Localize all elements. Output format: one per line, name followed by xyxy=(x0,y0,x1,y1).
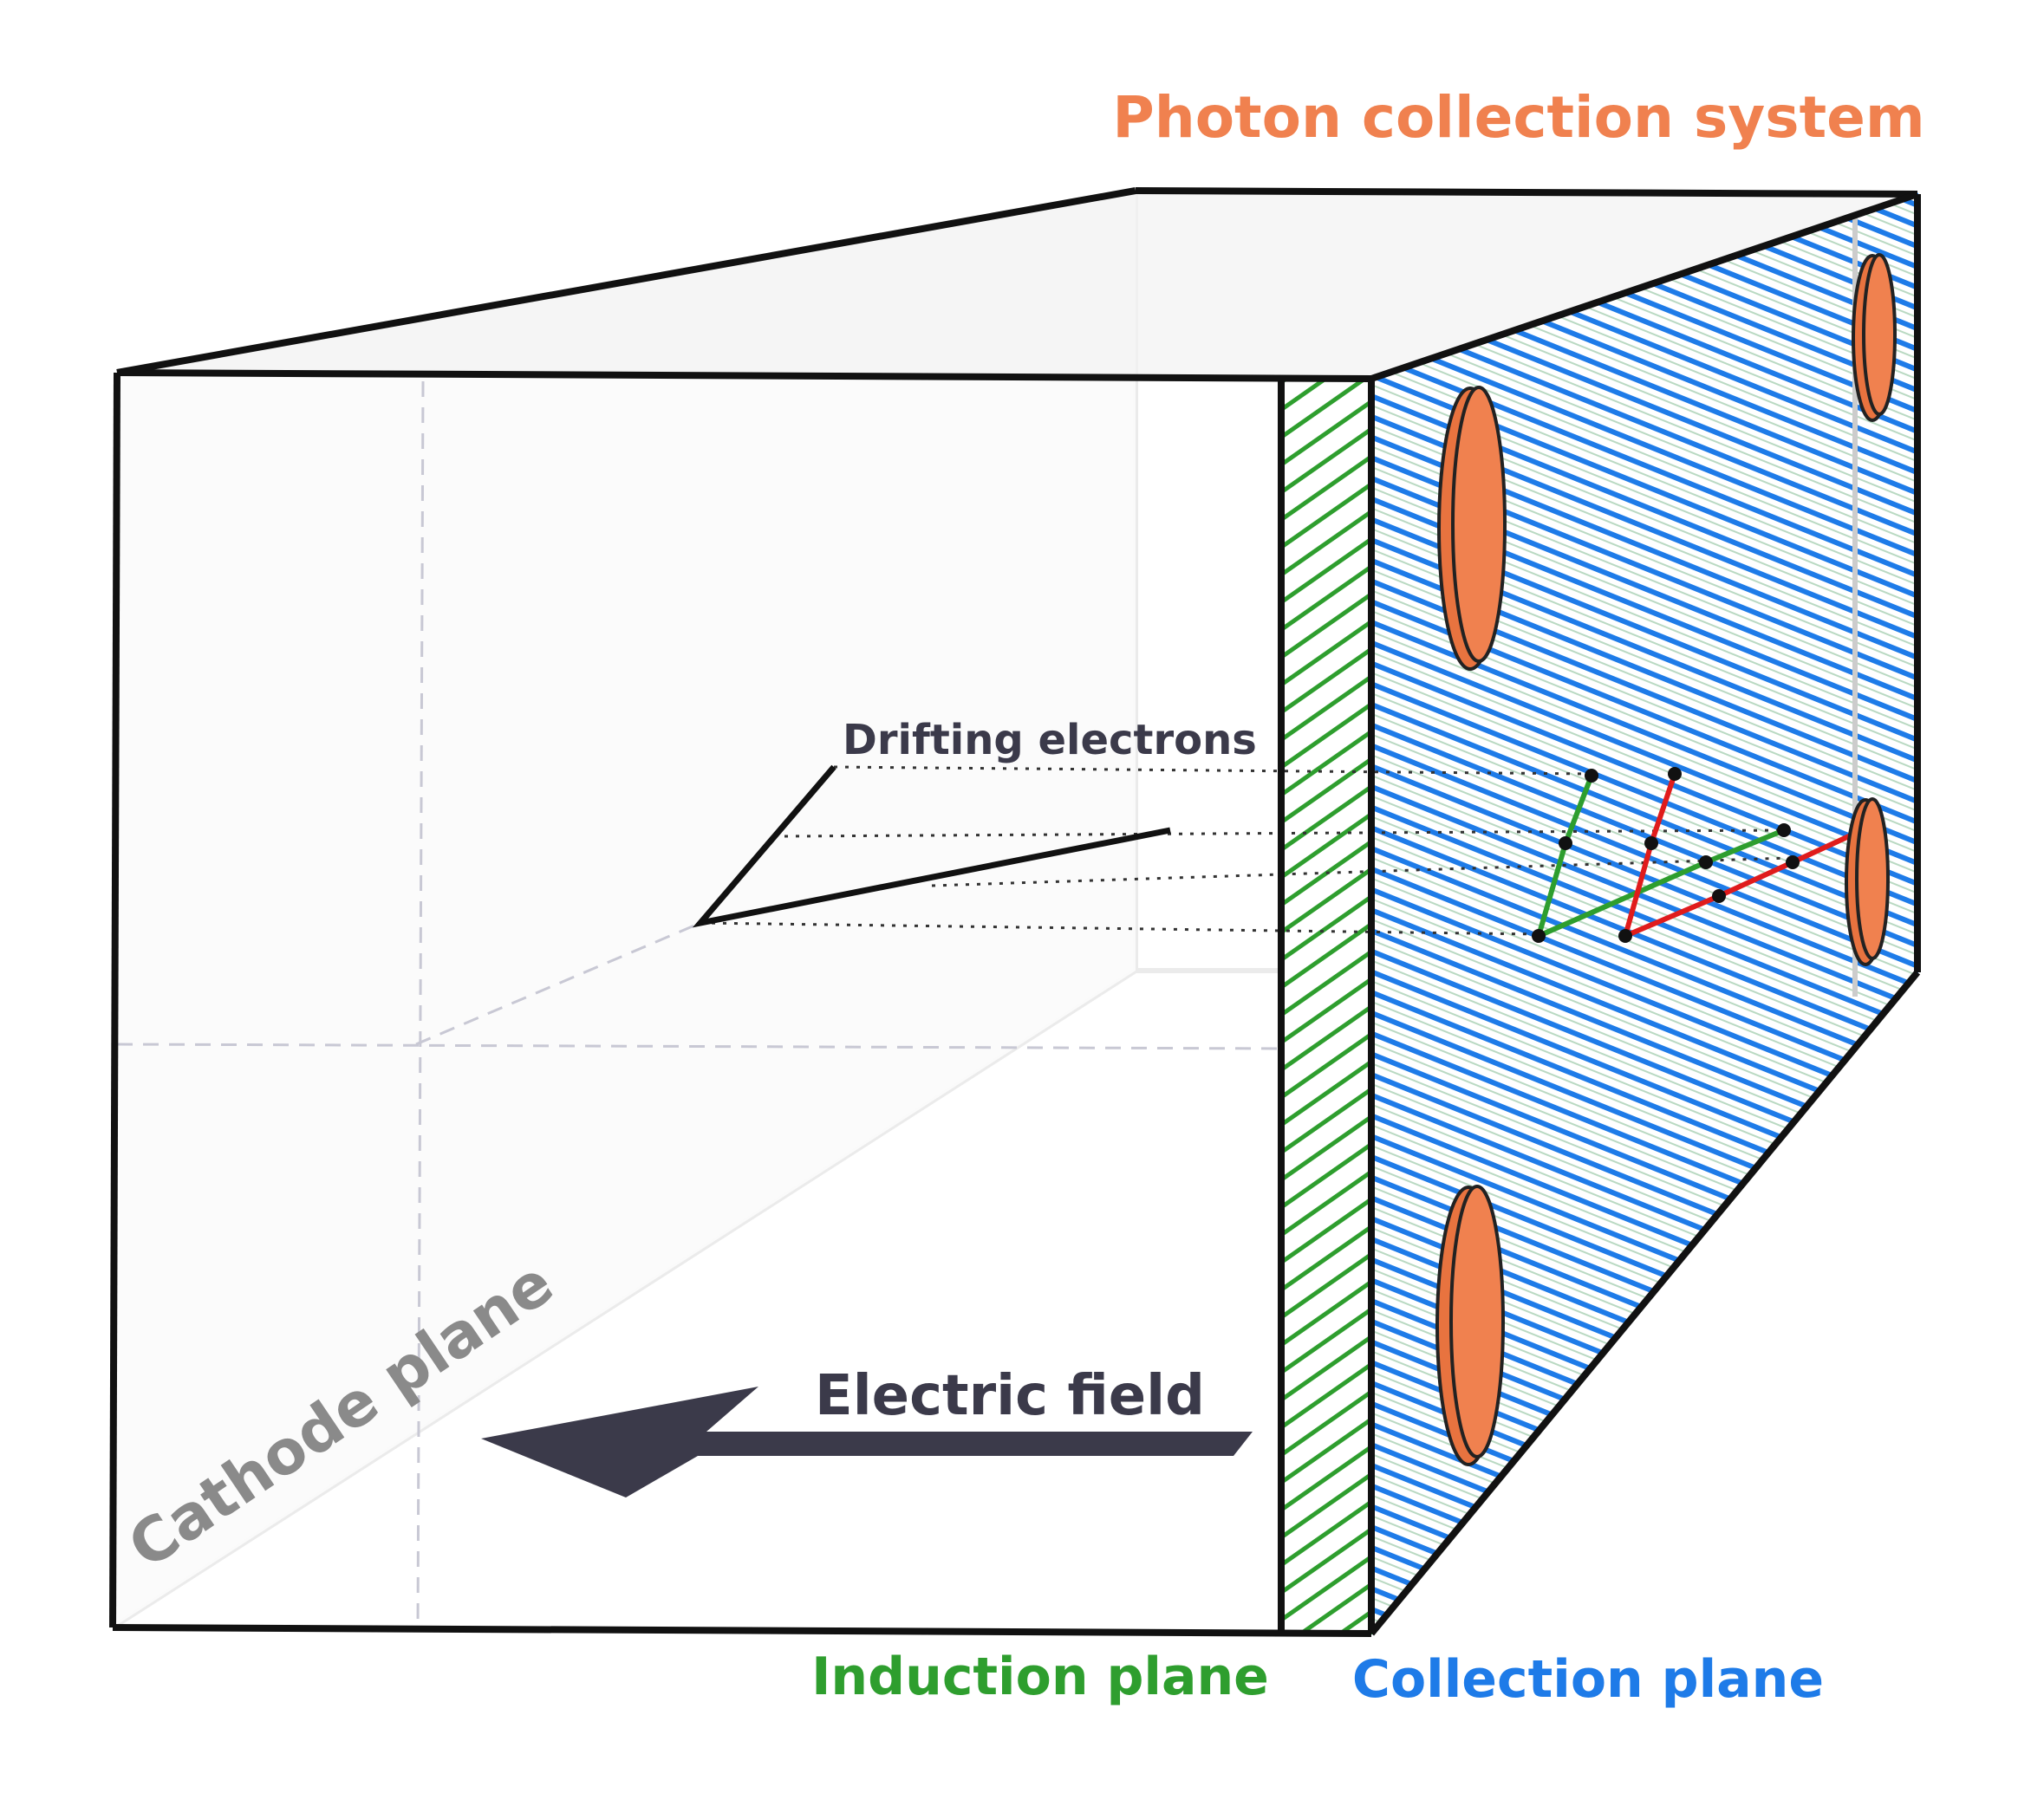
drifting-electrons-label: Drifting electrons xyxy=(843,716,1257,764)
electric-field-label: Electric field xyxy=(815,1364,1205,1428)
top-face xyxy=(117,191,1917,379)
induction-plane-label: Induction plane xyxy=(811,1647,1269,1707)
photon-detector-4 xyxy=(1845,797,1890,966)
box-outline xyxy=(109,187,1921,1637)
photon-detector-1 xyxy=(1437,386,1507,671)
projection-points xyxy=(1532,767,1800,943)
photon-detector-2 xyxy=(1435,1185,1505,1466)
projection-lines xyxy=(700,765,1791,936)
projection-red xyxy=(1621,773,1864,941)
cathode-guide-lines xyxy=(116,380,1282,1630)
electric-field-arrow xyxy=(481,1387,1253,1497)
front-face xyxy=(113,373,1281,1634)
particle-track xyxy=(692,764,1171,928)
collection-plane-label: Collection plane xyxy=(1352,1649,1824,1710)
photon-system-label: Photon collection system xyxy=(1112,84,1924,151)
induction-plane xyxy=(1280,378,1372,1634)
photon-detector-3 xyxy=(1852,253,1897,422)
